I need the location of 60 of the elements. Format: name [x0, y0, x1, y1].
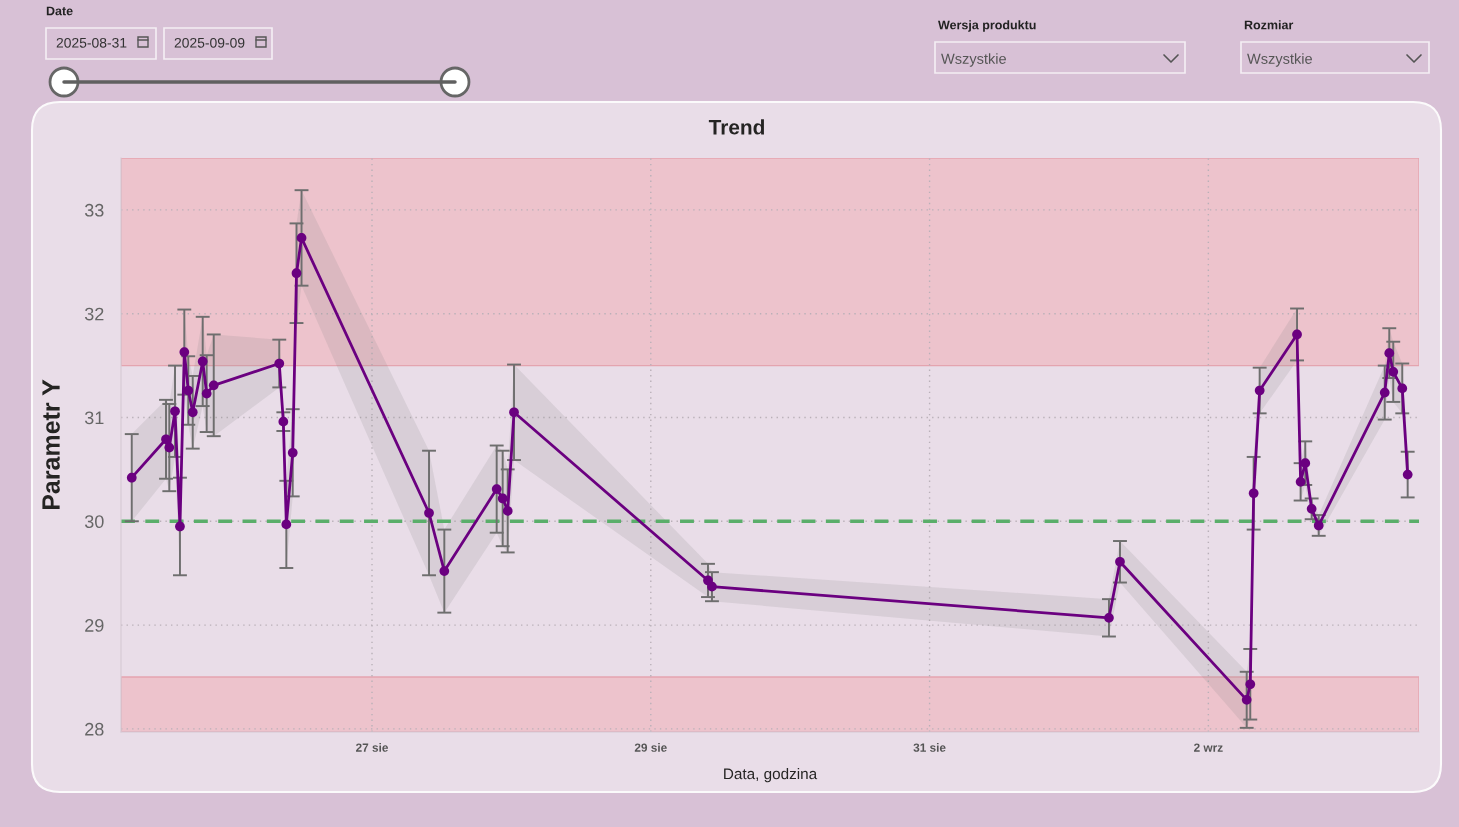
- point: [1295, 476, 1306, 487]
- y-axis-title: Parametr Y: [42, 379, 60, 510]
- text: Rozmiar: [1244, 20, 1294, 30]
- chart-title: Trend: [708, 119, 764, 135]
- point: [278, 416, 289, 427]
- point: [1241, 694, 1252, 705]
- y-tick-label: 32: [84, 307, 104, 321]
- point: [1402, 469, 1413, 480]
- point: [1379, 387, 1390, 398]
- point: [509, 407, 519, 418]
- point: [497, 493, 508, 504]
- point: [164, 442, 175, 453]
- point: [439, 566, 450, 576]
- point: [1384, 348, 1395, 358]
- point: [424, 508, 434, 518]
- y-tick-label: 33: [84, 203, 104, 217]
- text: Date: [46, 6, 73, 16]
- point: [491, 484, 502, 494]
- point: [201, 388, 212, 399]
- y-tick-label: 28: [85, 722, 104, 736]
- point: [1292, 329, 1302, 340]
- x-tick-label: 31 sie: [913, 743, 946, 752]
- point: [274, 358, 285, 369]
- point: [1115, 556, 1125, 567]
- x-tick-label: 29 sie: [634, 743, 667, 752]
- point: [208, 380, 219, 391]
- point: [197, 356, 208, 367]
- point: [161, 434, 171, 445]
- text: 2025-08-31: [56, 37, 127, 48]
- point: [1300, 458, 1311, 469]
- point: [287, 447, 298, 458]
- point: [1313, 520, 1324, 531]
- point: [175, 521, 185, 532]
- point: [1245, 679, 1256, 690]
- text: Wersja produktu: [938, 20, 1036, 32]
- point: [187, 407, 198, 418]
- point: [1254, 385, 1265, 396]
- y-tick-label: 30: [84, 515, 104, 529]
- point: [502, 506, 513, 516]
- point: [291, 268, 302, 279]
- point: [1104, 612, 1114, 623]
- point: [1306, 503, 1317, 514]
- x-tick-label: 2 wrz: [1194, 743, 1223, 752]
- text: Wszystkie: [1247, 53, 1312, 67]
- point: [281, 519, 292, 530]
- text: 2025-09-09: [174, 37, 245, 48]
- point: [1388, 366, 1399, 377]
- point: [183, 385, 194, 396]
- x-tick-label: 27 sie: [356, 743, 389, 752]
- text: Wszystkie: [941, 53, 1006, 67]
- point: [179, 347, 190, 357]
- point: [296, 233, 307, 243]
- x-axis-title: Data, godzina: [724, 768, 818, 783]
- y-tick-label: 31: [84, 411, 104, 425]
- point: [170, 406, 180, 417]
- y-tick-label: 29: [85, 619, 104, 632]
- point: [707, 581, 717, 592]
- point: [1248, 488, 1259, 499]
- point: [1397, 383, 1408, 394]
- point: [126, 472, 137, 483]
